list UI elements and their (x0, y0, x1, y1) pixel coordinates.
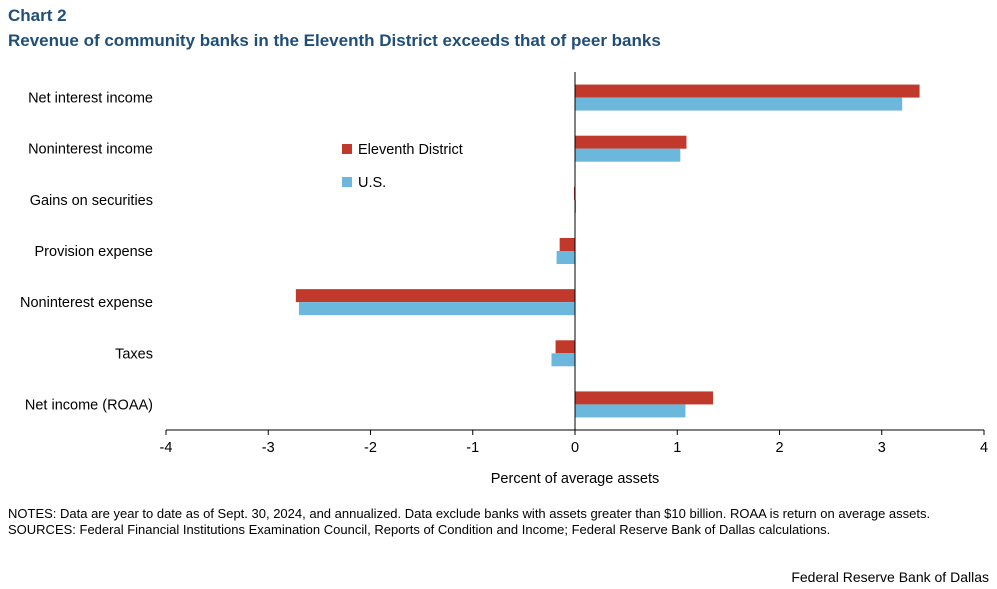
bar-eleventh-district-3 (559, 238, 575, 251)
bar-us-5 (551, 353, 575, 367)
chart-number: Chart 2 (8, 6, 67, 25)
footer-credit: Federal Reserve Bank of Dallas (791, 569, 989, 585)
x-tick-label: 2 (775, 440, 783, 456)
x-tick-label: -2 (364, 440, 377, 456)
category-label: Noninterest expense (20, 295, 153, 311)
x-tick-label: 4 (980, 440, 988, 456)
category-label: Net interest income (28, 91, 153, 107)
bar-us-1 (575, 148, 681, 162)
category-label: Provision expense (35, 244, 154, 260)
legend-label-eleventh-district: Eleventh District (358, 142, 463, 158)
legend-label-us: U.S. (358, 175, 386, 191)
bar-us-0 (575, 97, 903, 111)
notes-text: NOTES: Data are year to date as of Sept.… (8, 506, 931, 521)
category-label: Noninterest income (28, 142, 153, 158)
legend-swatch-eleventh-district (342, 144, 352, 154)
x-tick-label: 0 (571, 440, 579, 456)
bar-us-4 (298, 302, 575, 316)
x-tick-label: -3 (262, 440, 275, 456)
bar-eleventh-district-2 (573, 186, 575, 200)
bar-eleventh-district-0 (575, 84, 920, 98)
bar-us-2 (575, 199, 577, 213)
x-tick-label: 3 (878, 440, 886, 456)
category-label: Gains on securities (30, 193, 153, 209)
x-tick-label: -4 (160, 440, 173, 456)
notes-section: NOTES: Data are year to date as of Sept.… (8, 506, 968, 538)
bar-chart: Net interest income Noninterest income Gai… (20, 72, 988, 487)
chart-title: Revenue of community banks in the Eleven… (8, 31, 661, 50)
x-tick-label: -1 (466, 440, 479, 456)
bar-eleventh-district-1 (575, 135, 687, 149)
bar-eleventh-district-6 (575, 391, 714, 405)
legend-swatch-us (342, 177, 352, 187)
bar-us-3 (556, 251, 575, 264)
bar-eleventh-district-5 (555, 340, 575, 354)
x-axis-title: Percent of average assets (491, 471, 659, 487)
category-label: Net income (ROAA) (25, 397, 153, 413)
x-tick-label: 1 (673, 440, 681, 456)
bar-eleventh-district-4 (295, 289, 575, 303)
category-label: Taxes (115, 346, 153, 362)
sources-text: SOURCES: Federal Financial Institutions … (8, 522, 831, 537)
bar-us-6 (575, 404, 686, 418)
